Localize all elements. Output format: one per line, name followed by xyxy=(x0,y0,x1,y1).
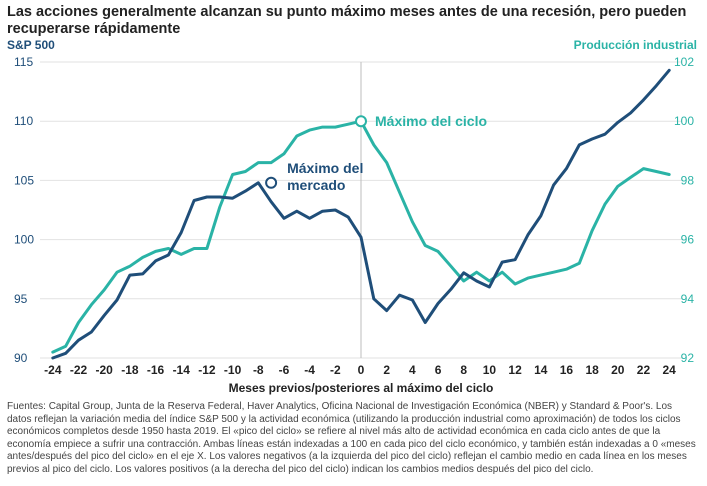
right-axis-ticks: 92 94 96 98 100 102 xyxy=(674,55,694,365)
left-tick-label: 110 xyxy=(14,114,33,128)
x-tick-label: 20 xyxy=(611,363,625,377)
annotation-layer: Máximo del ciclo Máximo del mercado xyxy=(265,113,487,193)
x-tick-label: -10 xyxy=(224,363,242,377)
right-tick-label: 92 xyxy=(681,351,695,365)
x-tick-label: 14 xyxy=(534,363,548,377)
x-tick-label: -20 xyxy=(96,363,114,377)
x-tick-label: -8 xyxy=(253,363,264,377)
source-note: Fuentes: Capital Group, Junta de la Rese… xyxy=(7,401,696,475)
market-peak-annotation: Máximo del mercado xyxy=(287,160,363,193)
left-tick-label: 115 xyxy=(14,55,33,69)
x-tick-label: 22 xyxy=(637,363,651,377)
right-tick-label: 96 xyxy=(681,233,695,247)
right-axis-title: Producción industrial xyxy=(573,38,697,52)
x-tick-label: 8 xyxy=(460,363,467,377)
x-tick-label: 24 xyxy=(662,363,676,377)
cycle-peak-annotation: Máximo del ciclo xyxy=(375,113,487,129)
x-tick-label: 10 xyxy=(483,363,497,377)
x-tick-label: -16 xyxy=(147,363,165,377)
right-tick-label: 102 xyxy=(674,55,694,69)
right-tick-label: 100 xyxy=(674,114,694,128)
x-tick-label: 2 xyxy=(383,363,390,377)
x-axis-label: Meses previos/posteriores al máximo del … xyxy=(229,381,494,395)
x-tick-label: 12 xyxy=(508,363,522,377)
x-tick-label: -4 xyxy=(304,363,315,377)
left-tick-label: 100 xyxy=(14,233,34,247)
left-tick-label: 90 xyxy=(14,351,28,365)
x-tick-label: 6 xyxy=(435,363,442,377)
left-tick-label: 95 xyxy=(14,292,28,306)
cycle-peak-marker xyxy=(355,115,367,128)
sp500-series-line xyxy=(51,68,671,360)
x-tick-label: -12 xyxy=(198,363,216,377)
left-axis-ticks: 90 95 100 105 110 115 xyxy=(14,55,34,365)
x-axis-ticks: -24 -22 -20 -18 -16 -14 -12 -10 -8 -6 -4 -2 0 2 4 6 8 10 1… xyxy=(44,363,676,377)
chart-title: Las acciones generalmente alcanzan su pu… xyxy=(7,4,687,37)
x-tick-label: 18 xyxy=(585,363,599,377)
x-tick-label: 4 xyxy=(409,363,416,377)
x-tick-label: -22 xyxy=(70,363,88,377)
market-peak-marker xyxy=(265,176,278,189)
right-tick-label: 98 xyxy=(681,173,695,187)
gridlines xyxy=(40,61,682,359)
x-tick-label: 0 xyxy=(358,363,365,377)
left-axis-title: S&P 500 xyxy=(7,38,55,52)
x-tick-label: -18 xyxy=(121,363,139,377)
x-tick-label: -6 xyxy=(279,363,290,377)
x-tick-label: 16 xyxy=(560,363,574,377)
x-tick-label: -14 xyxy=(173,363,191,377)
left-tick-label: 105 xyxy=(14,173,34,187)
x-tick-label: -24 xyxy=(44,363,62,377)
x-tick-label: -2 xyxy=(330,363,341,377)
right-tick-label: 94 xyxy=(681,292,695,306)
